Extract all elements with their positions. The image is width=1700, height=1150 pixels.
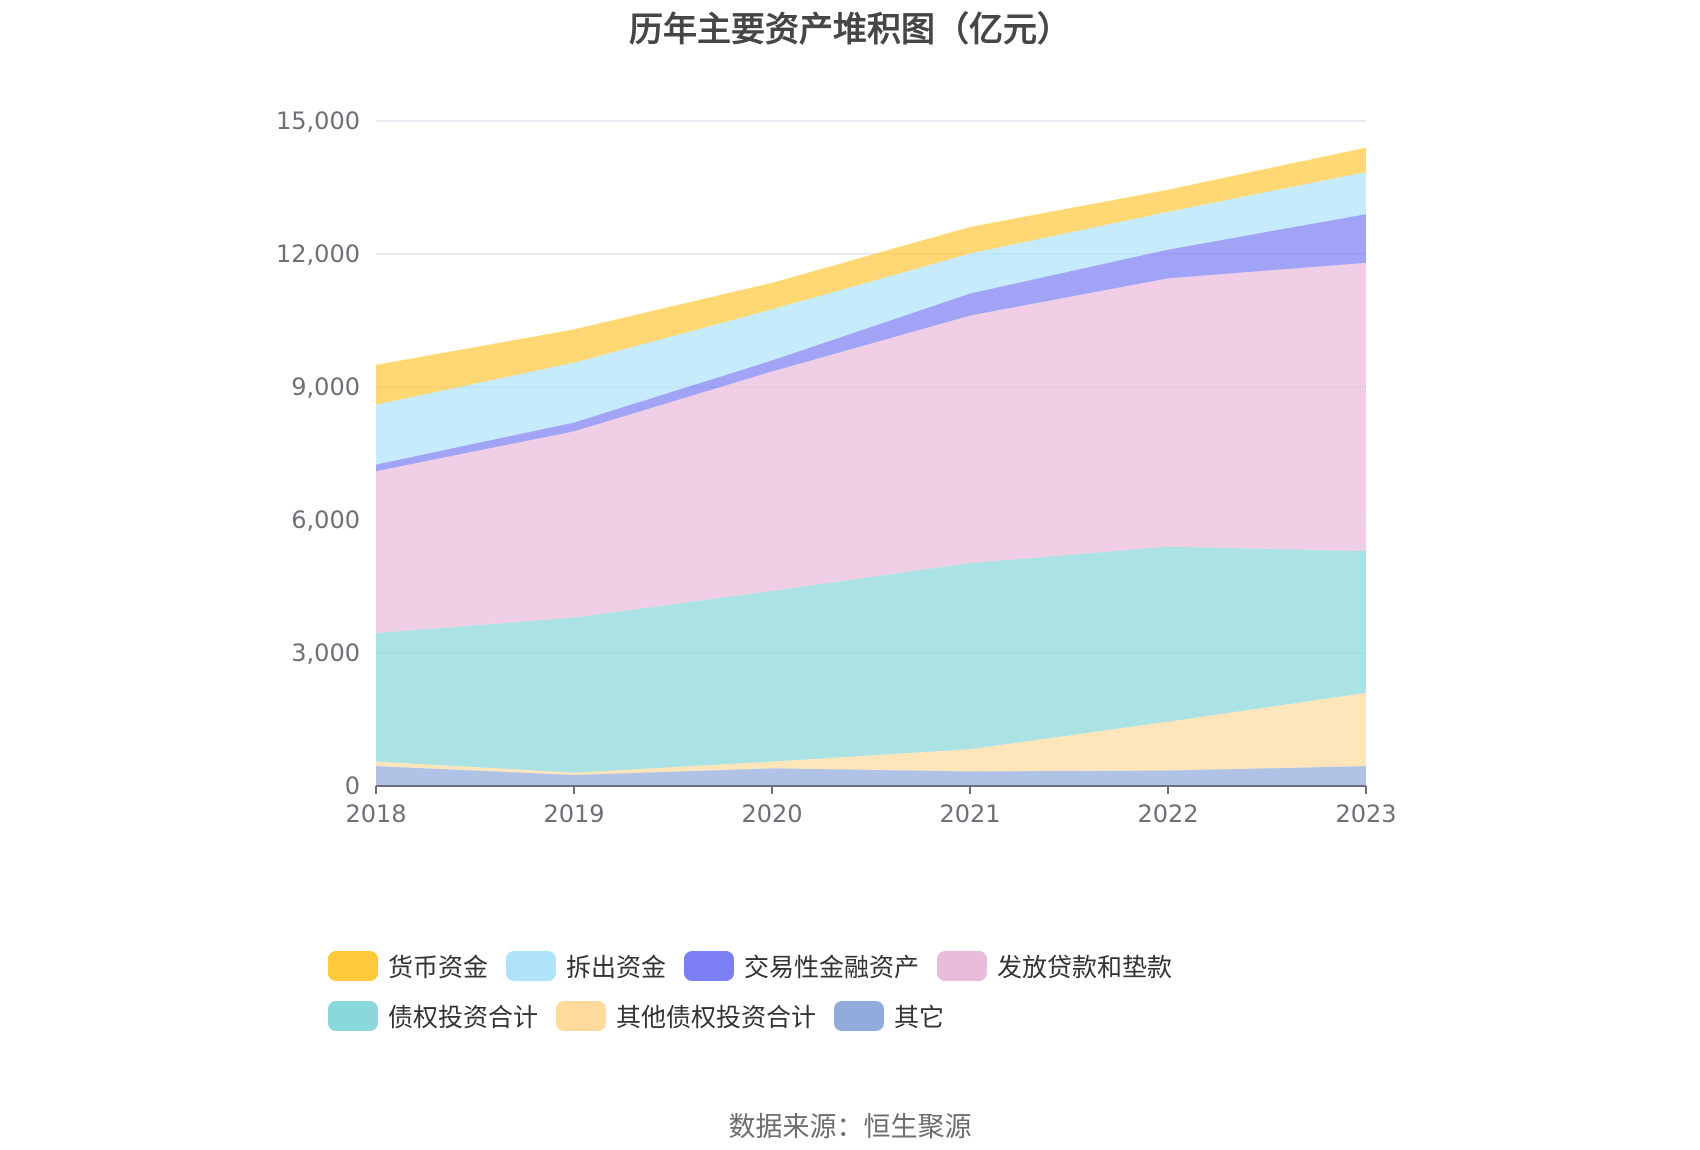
legend-label: 货币资金 <box>388 953 489 982</box>
legend-swatch <box>937 951 988 981</box>
legend-swatch <box>328 1001 378 1031</box>
area-其他债权投资合计 <box>376 692 1366 775</box>
legend-label: 其它 <box>894 1003 945 1032</box>
y-tick-label: 15,000 <box>276 107 360 135</box>
chart-title: 历年主要资产堆积图（亿元） <box>629 10 1071 50</box>
area-发放贷款和垫款 <box>376 262 1366 634</box>
legend-item[interactable]: 发放贷款和垫款 <box>937 948 1172 984</box>
legend-swatch <box>834 1001 885 1031</box>
legend: 货币资金 拆出资金 交易性金融资产 发放贷款和垫款债权投资合计 其他债权投资合计 其它 <box>328 948 1408 1048</box>
data-source-note: 数据来源：恒生聚源 <box>728 1112 972 1143</box>
y-tick-label: 9,000 <box>291 373 360 401</box>
x-tick-label: 2023 <box>1335 800 1396 828</box>
legend-swatch <box>328 951 378 981</box>
x-tick-label: 2022 <box>1137 800 1198 828</box>
area-series <box>376 147 1366 786</box>
legend-item[interactable]: 其它 <box>834 998 944 1034</box>
legend-item[interactable]: 拆出资金 <box>506 948 666 984</box>
legend-swatch <box>684 951 735 981</box>
legend-item[interactable]: 货币资金 <box>328 948 488 984</box>
y-tick-label: 3,000 <box>291 639 360 667</box>
legend-item[interactable]: 债权投资合计 <box>328 998 538 1034</box>
x-tick-label: 2018 <box>345 800 406 828</box>
legend-label: 债权投资合计 <box>388 1003 539 1032</box>
x-tick-label: 2021 <box>939 800 1000 828</box>
area-货币资金 <box>376 147 1366 405</box>
legend-item[interactable]: 交易性金融资产 <box>684 948 919 984</box>
legend-label: 其他债权投资合计 <box>616 1003 817 1032</box>
legend-swatch <box>556 1001 607 1031</box>
area-其它 <box>376 766 1366 786</box>
area-债权投资合计 <box>376 546 1366 773</box>
x-tick-label: 2019 <box>543 800 604 828</box>
y-tick-label: 12,000 <box>276 240 360 268</box>
x-tick-label: 2020 <box>741 800 802 828</box>
legend-label: 发放贷款和垫款 <box>997 953 1173 982</box>
legend-item[interactable]: 其他债权投资合计 <box>556 998 816 1034</box>
y-tick-label: 0 <box>345 772 360 800</box>
y-tick-label: 6,000 <box>291 506 360 534</box>
legend-label: 交易性金融资产 <box>744 953 920 982</box>
legend-label: 拆出资金 <box>566 953 667 982</box>
area-拆出资金 <box>376 171 1366 465</box>
axes: 0 3,000 6,000 9,000 12,000 15,000 2018 2019 2020… <box>276 107 1397 828</box>
legend-swatch <box>506 951 557 981</box>
area-交易性金融资产 <box>376 214 1366 472</box>
